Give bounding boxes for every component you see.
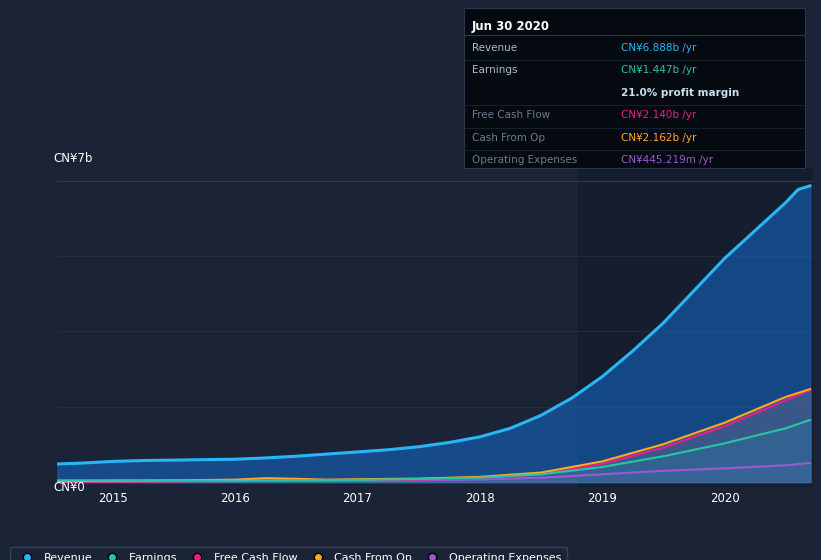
Text: Cash From Op: Cash From Op <box>472 133 545 143</box>
Text: Operating Expenses: Operating Expenses <box>472 155 577 165</box>
Text: CN¥7b: CN¥7b <box>53 152 93 165</box>
Text: CN¥1.447b /yr: CN¥1.447b /yr <box>621 66 696 76</box>
Text: Free Cash Flow: Free Cash Flow <box>472 110 550 120</box>
Text: CN¥0: CN¥0 <box>53 480 85 494</box>
Text: Revenue: Revenue <box>472 43 517 53</box>
Text: Earnings: Earnings <box>472 66 517 76</box>
Legend: Revenue, Earnings, Free Cash Flow, Cash From Op, Operating Expenses: Revenue, Earnings, Free Cash Flow, Cash … <box>10 547 566 560</box>
Text: CN¥6.888b /yr: CN¥6.888b /yr <box>621 43 696 53</box>
Text: CN¥445.219m /yr: CN¥445.219m /yr <box>621 155 713 165</box>
Text: CN¥2.162b /yr: CN¥2.162b /yr <box>621 133 696 143</box>
Bar <box>578 168 813 487</box>
Text: 21.0% profit margin: 21.0% profit margin <box>621 88 739 98</box>
Text: Jun 30 2020: Jun 30 2020 <box>472 20 550 32</box>
Text: CN¥2.140b /yr: CN¥2.140b /yr <box>621 110 696 120</box>
